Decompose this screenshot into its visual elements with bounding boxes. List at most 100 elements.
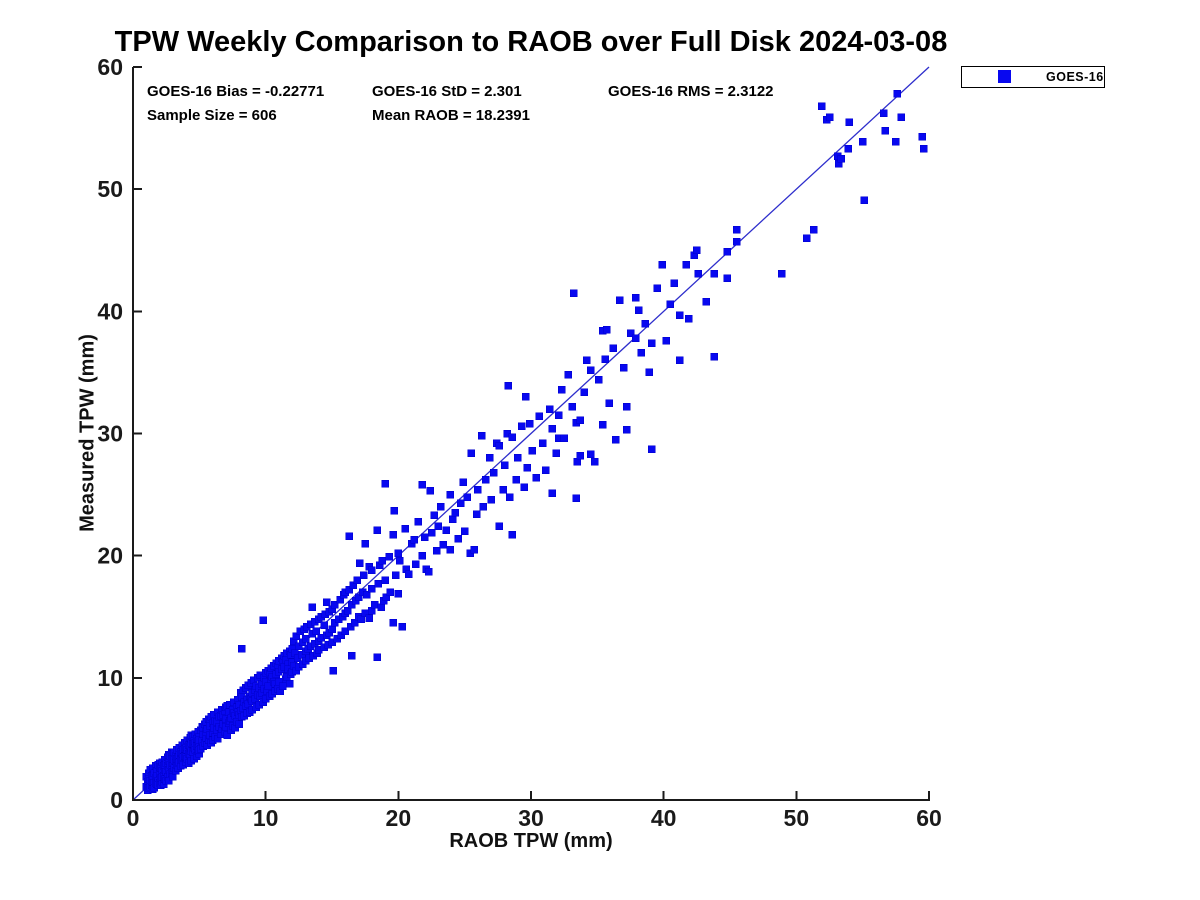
data-point	[308, 603, 316, 611]
data-point	[594, 375, 603, 384]
data-point	[844, 145, 852, 153]
data-point	[693, 246, 701, 255]
x-tick-label: 40	[651, 805, 677, 831]
x-tick-label: 50	[784, 805, 810, 831]
y-tick-label: 40	[97, 298, 123, 324]
data-point	[474, 485, 482, 494]
data-point	[612, 435, 620, 444]
x-axis-label: RAOB TPW (mm)	[449, 830, 613, 852]
data-point	[292, 632, 300, 641]
data-point	[658, 261, 667, 269]
data-point	[463, 493, 472, 501]
data-point	[825, 113, 834, 121]
data-point	[710, 352, 718, 361]
data-point	[360, 571, 368, 579]
data-point	[609, 344, 618, 352]
data-point	[517, 422, 526, 430]
data-point	[370, 600, 379, 609]
data-point	[446, 490, 454, 499]
stat-bias: GOES-16 Bias = -0.22771	[147, 83, 325, 100]
data-point	[500, 461, 509, 470]
data-point	[576, 451, 584, 460]
data-point	[521, 393, 530, 401]
data-point	[504, 382, 513, 390]
data-point	[653, 284, 661, 292]
data-point	[430, 511, 438, 520]
data-point	[881, 126, 889, 135]
y-tick-label: 20	[97, 543, 123, 569]
data-point	[598, 421, 607, 429]
data-point	[499, 485, 507, 494]
data-point	[685, 314, 693, 323]
data-point	[398, 622, 407, 631]
data-point	[586, 450, 595, 459]
data-point	[482, 476, 490, 484]
data-point	[446, 545, 454, 554]
data-point	[433, 547, 441, 555]
data-point	[386, 588, 395, 597]
data-point	[320, 621, 328, 630]
data-point	[675, 311, 684, 319]
data-point	[357, 615, 365, 623]
data-point	[418, 481, 426, 489]
data-point	[362, 591, 371, 599]
data-point	[238, 644, 246, 653]
data-point	[495, 441, 503, 450]
data-point	[555, 411, 563, 419]
data-point	[576, 416, 584, 424]
data-point	[552, 449, 560, 457]
data-point	[345, 532, 353, 540]
data-point	[637, 349, 645, 357]
data-point	[344, 606, 352, 615]
data-point	[373, 526, 381, 534]
data-point	[414, 517, 422, 526]
data-point	[345, 586, 353, 594]
data-point	[622, 402, 631, 411]
data-point	[418, 551, 426, 560]
data-point	[378, 556, 387, 565]
data-point	[374, 580, 383, 588]
data-point	[647, 339, 656, 347]
x-tick-label: 0	[127, 805, 140, 831]
chart-title: TPW Weekly Comparison to RAOB over Full …	[114, 26, 948, 58]
data-point	[361, 539, 369, 548]
data-point	[389, 619, 397, 627]
legend-label: GOES-16	[1046, 70, 1104, 84]
data-point	[723, 247, 732, 256]
data-point	[421, 533, 429, 542]
data-point	[508, 531, 517, 539]
data-point	[442, 526, 450, 534]
y-axis-label: Measured TPW (mm)	[76, 334, 99, 532]
data-point	[513, 454, 522, 462]
data-point	[460, 527, 469, 535]
data-point	[880, 109, 888, 118]
data-point	[439, 540, 448, 549]
data-point	[520, 483, 529, 492]
data-point	[456, 499, 465, 507]
data-point	[675, 356, 684, 364]
data-point	[426, 487, 434, 495]
data-point	[532, 473, 541, 482]
data-point	[472, 510, 481, 518]
data-point	[582, 356, 591, 364]
data-point	[454, 534, 462, 543]
data-point	[329, 666, 338, 675]
data-point	[330, 600, 339, 609]
y-tick-label: 60	[97, 54, 123, 80]
data-point	[694, 269, 702, 278]
data-point	[235, 720, 243, 729]
data-point	[845, 118, 854, 126]
data-point	[622, 426, 631, 434]
data-point	[670, 279, 679, 287]
stat-std: GOES-16 StD = 2.301	[372, 83, 522, 100]
data-point	[427, 528, 436, 537]
data-point	[817, 102, 826, 110]
data-point	[564, 371, 572, 379]
data-point	[279, 682, 287, 691]
stat-rms: GOES-16 RMS = 2.3122	[608, 83, 774, 100]
data-point	[390, 506, 399, 515]
data-point	[572, 494, 580, 502]
data-point	[365, 614, 373, 622]
data-point	[349, 581, 357, 589]
data-point	[732, 237, 741, 246]
